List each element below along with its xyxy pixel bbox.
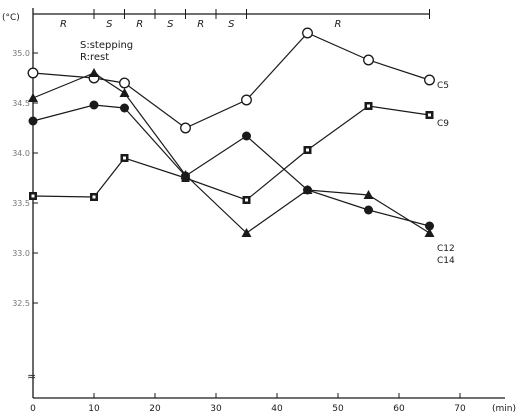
- point-c9-center: [31, 194, 35, 198]
- phase-label: R: [335, 19, 342, 30]
- point-c9-center: [123, 156, 126, 160]
- point-c12: [28, 116, 38, 126]
- point-c5: [363, 54, 374, 66]
- x-tick-label: 10: [88, 404, 100, 414]
- point-c14: [363, 190, 374, 199]
- series-label-c9: C9: [437, 119, 449, 129]
- point-c14: [180, 170, 191, 179]
- y-tick-label: 35.0: [12, 49, 30, 58]
- y-axis-unit: (°C): [2, 13, 20, 23]
- phase-label: R: [136, 19, 143, 30]
- legend-stepping: S:stepping: [80, 40, 133, 51]
- legend-rest: R:rest: [80, 52, 109, 63]
- point-c5: [302, 27, 313, 39]
- y-axis-break: ≈: [27, 370, 36, 383]
- point-c5: [424, 74, 435, 86]
- point-c9-center: [245, 198, 248, 202]
- series-label-c5: C5: [437, 81, 449, 91]
- x-tick-label: 0: [30, 404, 36, 414]
- point-c9-center: [367, 104, 370, 108]
- series-line-c12: [32, 104, 430, 227]
- series-label-c12: C12: [437, 244, 455, 254]
- x-tick-label: 60: [393, 404, 405, 414]
- point-c9-center: [92, 195, 96, 199]
- phase-label: S: [228, 19, 235, 30]
- y-tick-label: 34.5: [12, 99, 30, 108]
- point-c14: [28, 93, 38, 102]
- point-c12: [242, 131, 251, 141]
- phase-label: S: [167, 19, 174, 30]
- y-tick-label: 34.0: [12, 149, 30, 158]
- phase-bar-ticks: [93, 9, 430, 19]
- point-c12: [89, 100, 99, 110]
- point-c9-center: [428, 113, 431, 117]
- x-tick-label: 30: [210, 404, 222, 414]
- point-c12: [425, 221, 434, 231]
- y-tick-label: 32.5: [12, 299, 30, 308]
- point-c9-center: [306, 148, 309, 152]
- y-tick-label: 33.5: [12, 199, 30, 208]
- phase-label: R: [60, 19, 67, 30]
- series-labels: C5 C9 C12 C14: [437, 81, 455, 266]
- point-c14: [119, 88, 130, 97]
- point-c14: [302, 185, 313, 194]
- x-axis-unit: (min): [492, 404, 516, 414]
- point-c14: [241, 228, 252, 237]
- x-tick-label: 50: [332, 404, 344, 414]
- series-line-c9: [32, 105, 430, 201]
- x-tick-label: 20: [149, 404, 161, 414]
- axis-ticks: 0 10 20 30 40 50 60 70 35.0 34.5 34.0 33.5 33.0 32.5: [12, 49, 466, 414]
- series-label-c14: C14: [437, 256, 455, 266]
- point-c5: [27, 67, 39, 79]
- point-c14: [89, 68, 99, 77]
- phase-label: R: [197, 19, 204, 30]
- y-tick-label: 33.0: [12, 249, 30, 258]
- x-tick-label: 70: [454, 404, 466, 414]
- phase-label: S: [106, 19, 113, 30]
- point-c5: [119, 77, 130, 89]
- point-c12: [120, 103, 129, 113]
- point-c14: [424, 228, 435, 237]
- point-c5: [180, 122, 191, 134]
- point-c12: [364, 205, 373, 215]
- x-tick-label: 40: [271, 404, 283, 414]
- point-c5: [241, 94, 252, 106]
- series-markers: [27, 27, 435, 237]
